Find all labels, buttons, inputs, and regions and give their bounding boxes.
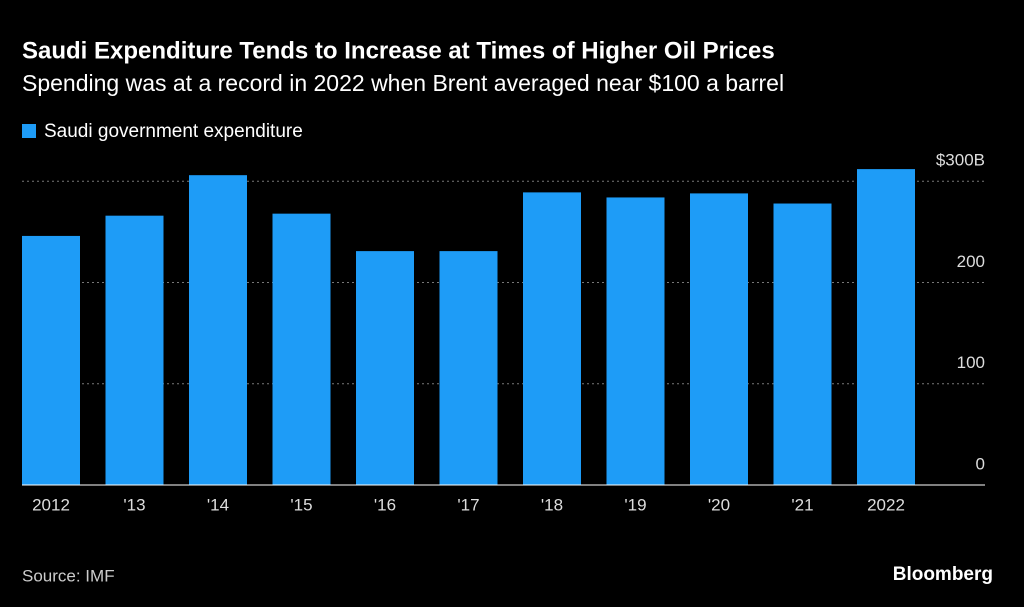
bar <box>105 215 164 486</box>
x-tick-label: '16 <box>374 495 396 514</box>
x-tick-label: '21 <box>791 495 813 514</box>
chart-title: Saudi Expenditure Tends to Increase at T… <box>22 37 775 64</box>
bar <box>439 251 498 485</box>
chart-subtitle: Spending was at a record in 2022 when Br… <box>22 70 784 96</box>
y-tick-label: 200 <box>957 252 985 271</box>
legend-label: Saudi government expenditure <box>44 121 303 142</box>
bar <box>272 213 331 485</box>
x-tick-label: '15 <box>290 495 312 514</box>
source: Source: IMF <box>22 566 115 585</box>
x-tick-label: '13 <box>123 495 145 514</box>
x-tick-label: '20 <box>708 495 730 514</box>
bar <box>690 193 748 485</box>
y-tick-label: 100 <box>957 353 985 372</box>
y-tick-label: 0 <box>976 454 985 473</box>
x-tick-label: 2012 <box>32 495 70 514</box>
x-tick-label: '18 <box>541 495 563 514</box>
x-tick-label: '19 <box>624 495 646 514</box>
x-tick-label: '17 <box>457 495 479 514</box>
brand: Bloomberg <box>893 564 993 585</box>
bar <box>523 192 581 485</box>
bar <box>773 203 832 485</box>
x-tick-label: '14 <box>207 495 229 514</box>
y-tick-label: $300B <box>936 151 985 170</box>
x-tick-label: 2022 <box>867 495 905 514</box>
bar <box>857 169 915 485</box>
bar <box>356 251 414 485</box>
bar <box>22 235 80 485</box>
legend-swatch <box>22 124 36 138</box>
bar <box>606 197 665 485</box>
bar <box>189 175 247 486</box>
